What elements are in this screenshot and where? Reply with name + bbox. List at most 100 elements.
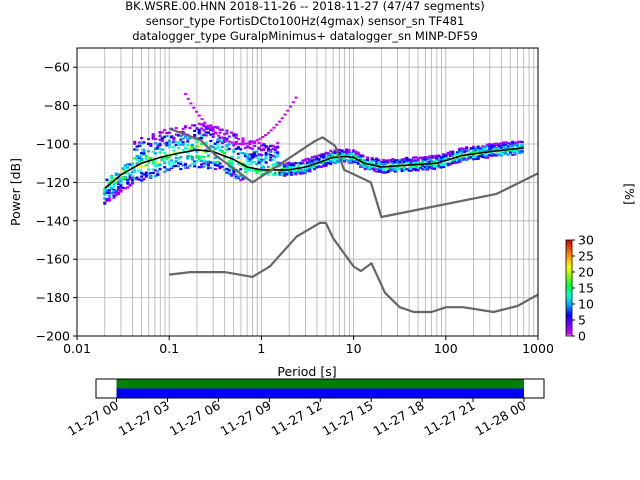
noise-density-pixel	[506, 153, 510, 156]
noise-density-pixel	[126, 166, 130, 169]
noise-density-pixel	[405, 161, 409, 164]
noise-density-pixel	[200, 134, 204, 137]
noise-density-pixel	[356, 153, 360, 156]
noise-density-pixel	[204, 127, 208, 131]
noise-density-pixel	[151, 135, 155, 139]
noise-density-pixel	[287, 163, 291, 166]
noise-density-pixel	[123, 187, 127, 190]
noise-density-pixel	[151, 150, 155, 153]
noise-density-pixel	[209, 139, 213, 143]
noise-density-pixel	[301, 169, 305, 172]
noise-density-pixel	[389, 159, 393, 162]
noise-density-pixel	[428, 165, 432, 168]
noise-density-pixel	[313, 164, 317, 168]
noise-density-pixel	[266, 149, 270, 152]
noise-density-pixel	[133, 157, 137, 160]
noise-density-pixel	[280, 172, 284, 176]
noise-density-pixel	[223, 133, 227, 136]
noise-density-pixel	[497, 143, 501, 146]
noise-density-pixel	[195, 150, 199, 153]
noise-density-pixel	[163, 170, 167, 173]
noise-density-pixel	[209, 145, 213, 148]
noise-density-pixel	[158, 168, 162, 171]
noise-density-pixel	[472, 156, 476, 159]
noise-density-pixel	[123, 166, 127, 169]
noise-density-pixel	[280, 170, 284, 173]
noise-density-pixel	[277, 120, 281, 123]
noise-density-pixel	[485, 149, 489, 152]
noise-density-pixel	[128, 163, 132, 166]
noise-density-pixel	[306, 161, 310, 164]
noise-density-pixel	[400, 158, 404, 162]
noise-density-pixel	[419, 164, 423, 168]
noise-density-pixel	[248, 168, 252, 171]
noise-density-pixel	[476, 145, 480, 148]
noise-density-pixel	[156, 147, 160, 150]
noise-density-pixel	[375, 165, 379, 169]
noise-density-pixel	[402, 167, 406, 170]
noise-density-pixel	[502, 152, 506, 156]
noise-density-pixel	[227, 147, 231, 150]
noise-density-pixel	[242, 142, 246, 145]
noise-density-pixel	[287, 164, 291, 167]
noise-density-pixel	[421, 161, 425, 165]
noise-density-pixel	[386, 161, 390, 164]
noise-density-pixel	[217, 134, 221, 137]
noise-density-pixel	[183, 166, 187, 169]
noise-density-pixel	[179, 162, 183, 166]
noise-density-pixel	[121, 177, 125, 180]
noise-density-pixel	[329, 162, 333, 166]
noise-density-pixel	[329, 156, 333, 159]
timeline-tick-label: 11-27 12	[269, 398, 325, 439]
noise-density-pixel	[114, 172, 118, 175]
noise-density-pixel	[107, 197, 111, 200]
noise-density-pixel	[368, 167, 372, 170]
noise-density-pixel	[333, 151, 337, 154]
noise-density-pixel	[216, 160, 220, 163]
noise-density-pixel	[437, 162, 441, 166]
noise-density-pixel	[326, 152, 330, 155]
noise-density-pixel	[202, 165, 206, 168]
chart-subtitle-sensor: sensor_type FortisDCto100Hz(4gmax) senso…	[146, 14, 465, 28]
noise-density-pixel	[497, 148, 501, 151]
noise-density-pixel	[174, 157, 178, 160]
noise-density-pixel	[451, 152, 455, 156]
noise-density-pixel	[174, 127, 178, 130]
noise-density-pixel	[508, 142, 512, 145]
noise-density-pixel	[140, 157, 144, 160]
noise-density-pixel	[153, 175, 157, 178]
noise-density-pixel	[366, 163, 370, 167]
x-tick-label: 10	[346, 341, 362, 356]
noise-density-pixel	[232, 173, 236, 176]
noise-density-pixel	[319, 165, 323, 168]
noise-density-pixel	[520, 150, 524, 153]
noise-density-pixel	[160, 157, 164, 161]
noise-density-pixel	[485, 156, 489, 159]
noise-density-pixel	[158, 134, 162, 137]
noise-density-pixel	[153, 152, 157, 155]
noise-density-pixel	[506, 142, 510, 145]
noise-density-pixel	[264, 146, 268, 149]
noise-density-pixel	[324, 152, 328, 155]
noise-density-pixel	[518, 149, 522, 152]
noise-density-pixel	[289, 105, 293, 108]
noise-density-pixel	[137, 155, 141, 158]
noise-density-pixel	[347, 152, 351, 155]
noise-density-pixel	[204, 126, 208, 129]
noise-density-pixel	[488, 148, 492, 151]
noise-density-pixel	[121, 167, 125, 170]
noise-density-pixel	[179, 160, 183, 164]
chart-title: BK.WSRE.00.HNN 2018-11-26 -- 2018-11-27 …	[125, 0, 485, 13]
noise-density-pixel	[239, 168, 243, 171]
noise-density-pixel	[308, 160, 312, 163]
noise-density-pixel	[356, 156, 360, 159]
noise-density-pixel	[499, 142, 503, 145]
noise-density-pixel	[421, 160, 425, 163]
noise-density-pixel	[190, 157, 194, 160]
noise-density-pixel	[117, 173, 121, 176]
noise-density-pixel	[174, 133, 178, 136]
noise-density-pixel	[174, 160, 178, 163]
noise-density-pixel	[179, 140, 183, 143]
noise-density-pixel	[483, 154, 487, 157]
noise-density-pixel	[322, 164, 326, 168]
